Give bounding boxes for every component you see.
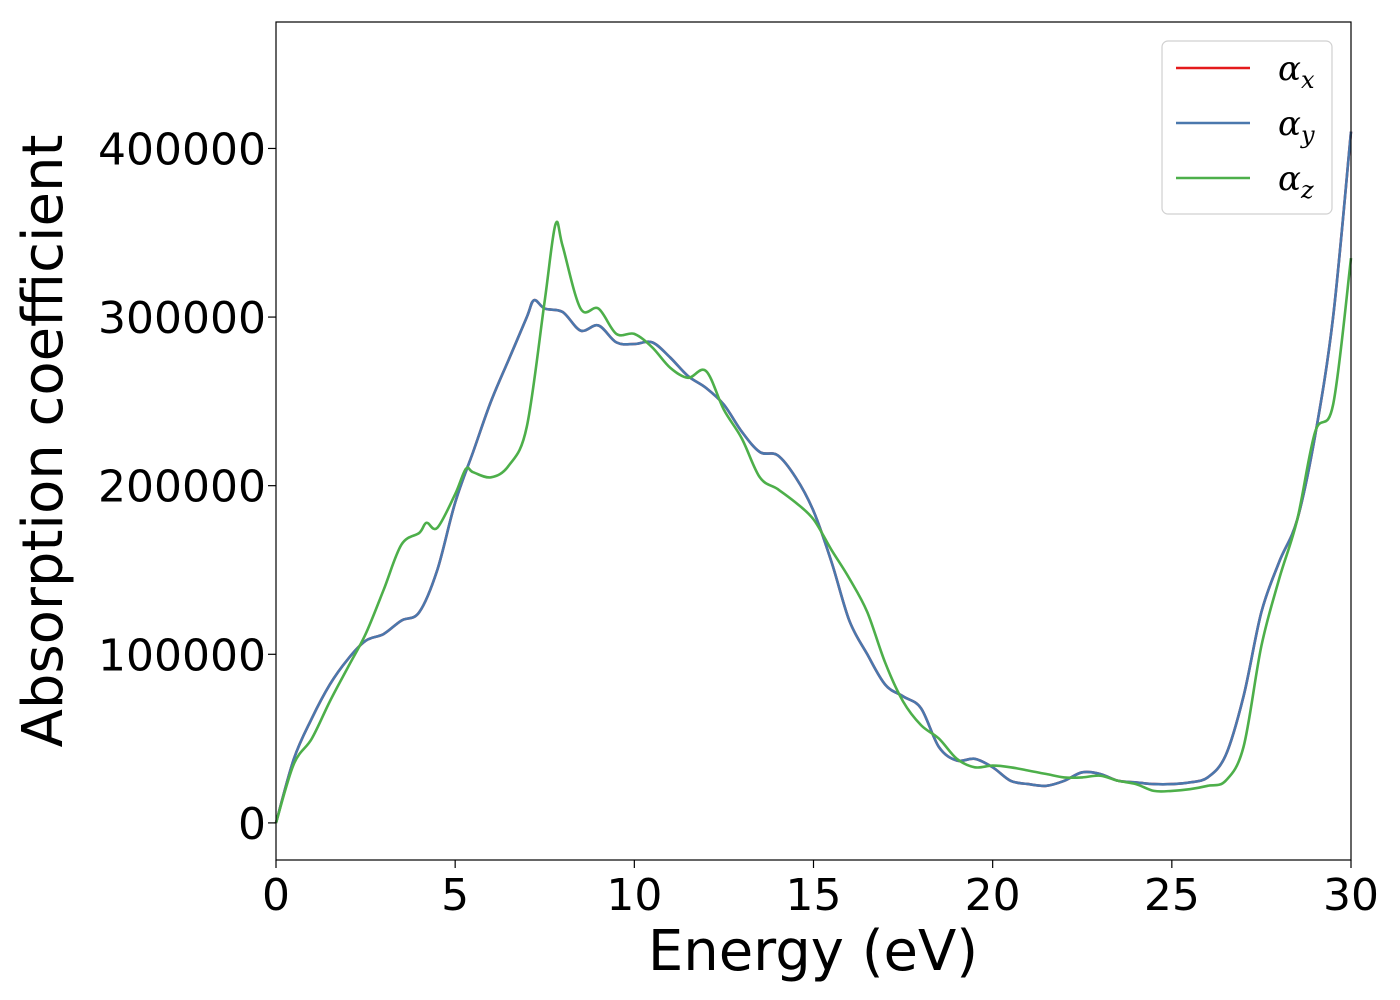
y-axis-title: Absorption coefficient	[11, 135, 76, 748]
legend-subscript: z	[1300, 176, 1314, 204]
y-tick-label: 0	[238, 799, 266, 850]
series-layer	[274, 131, 1353, 824]
series-line-y	[274, 131, 1353, 824]
y-tick-label: 200000	[98, 462, 266, 513]
x-tick-label: 5	[441, 870, 469, 921]
x-tick-label: 30	[1323, 870, 1379, 921]
x-tick-label: 0	[262, 870, 290, 921]
y-tick-label: 300000	[98, 293, 266, 344]
x-tick-label: 15	[786, 870, 842, 921]
legend-box	[1161, 40, 1333, 215]
y-tick-label: 100000	[98, 630, 266, 681]
x-tick-label: 25	[1144, 870, 1200, 921]
y-tick-label: 400000	[98, 124, 266, 175]
x-axis-title: Energy (eV)	[648, 919, 978, 984]
x-tick-label: 10	[606, 870, 662, 921]
legend-subscript: y	[1300, 121, 1315, 149]
x-tick-label: 20	[965, 870, 1021, 921]
series-line-z	[274, 220, 1353, 824]
legend-subscript: x	[1301, 66, 1315, 94]
x-axis-ticks: 0 5 10 15 20 25 30	[262, 860, 1379, 921]
y-axis-ticks: 0 100000 200000 300000 400000	[98, 124, 276, 850]
